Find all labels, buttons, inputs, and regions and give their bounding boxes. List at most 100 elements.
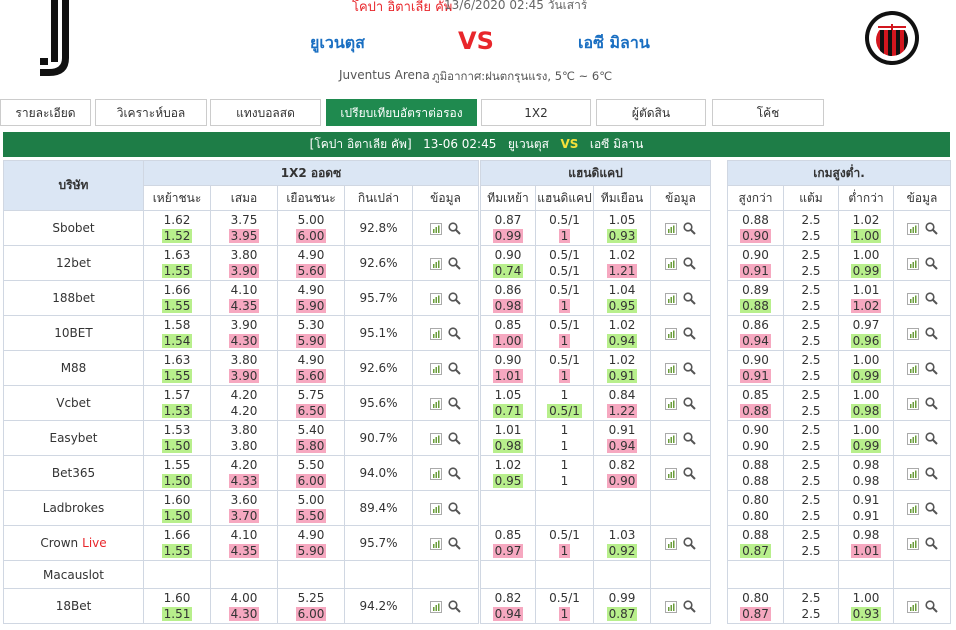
search-icon[interactable] — [683, 362, 696, 375]
search-icon[interactable] — [924, 537, 938, 550]
tab[interactable]: วิเคราะห์บอล — [95, 99, 207, 126]
search-icon[interactable] — [683, 397, 696, 410]
company-name[interactable]: Ladbrokes — [42, 501, 105, 515]
chart-icon[interactable] — [430, 327, 442, 340]
search-icon[interactable] — [448, 537, 461, 550]
live-odds: 0.96 — [850, 334, 882, 348]
chart-icon[interactable] — [665, 292, 677, 305]
search-icon[interactable] — [924, 292, 938, 305]
search-icon[interactable] — [683, 432, 696, 445]
chart-icon[interactable] — [665, 467, 677, 480]
open-odds: 0.98 — [852, 528, 880, 542]
company-name[interactable]: 18Bet — [55, 599, 92, 613]
chart-icon[interactable] — [906, 502, 919, 515]
search-icon[interactable] — [448, 432, 461, 445]
search-icon[interactable] — [683, 600, 696, 613]
search-icon[interactable] — [683, 257, 696, 270]
search-icon[interactable] — [448, 362, 461, 375]
chart-icon[interactable] — [906, 432, 919, 445]
open-odds: 3.80 — [230, 423, 258, 437]
search-icon[interactable] — [448, 467, 461, 480]
search-icon[interactable] — [924, 502, 938, 515]
chart-icon[interactable] — [665, 222, 677, 235]
open-odds: 4.20 — [230, 388, 258, 402]
search-icon[interactable] — [448, 292, 461, 305]
chart-icon[interactable] — [430, 222, 442, 235]
chart-icon[interactable] — [665, 327, 677, 340]
company-name[interactable]: 188bet — [52, 291, 95, 305]
chart-icon[interactable] — [906, 327, 919, 340]
chart-icon[interactable] — [906, 292, 919, 305]
chart-icon[interactable] — [430, 292, 442, 305]
search-icon[interactable] — [683, 292, 696, 305]
search-icon[interactable] — [683, 222, 696, 235]
chart-icon[interactable] — [906, 397, 919, 410]
search-icon[interactable] — [683, 537, 696, 550]
company-name[interactable]: M88 — [60, 361, 87, 375]
company-cell: Easybet — [3, 420, 144, 456]
tab[interactable]: โค้ช — [712, 99, 824, 126]
payout: 92.6% — [344, 245, 413, 281]
search-icon[interactable] — [924, 257, 938, 270]
company-name[interactable]: Vcbet — [56, 396, 91, 410]
live-line: 0.99 — [839, 263, 893, 279]
chart-icon[interactable] — [665, 397, 677, 410]
chart-icon[interactable] — [906, 362, 919, 375]
search-icon[interactable] — [448, 257, 461, 270]
search-icon[interactable] — [924, 327, 938, 340]
live-line: 0.87 — [728, 606, 783, 622]
chart-icon[interactable] — [665, 257, 677, 270]
search-icon[interactable] — [924, 467, 938, 480]
column-header: ข้อมูล — [650, 185, 711, 211]
search-icon[interactable] — [448, 222, 461, 235]
company-name[interactable]: Bet365 — [51, 466, 96, 480]
chart-icon[interactable] — [665, 362, 677, 375]
info-cell — [893, 525, 951, 561]
search-icon[interactable] — [924, 600, 938, 613]
chart-icon[interactable] — [665, 537, 677, 550]
tab[interactable]: เปรียบเทียบอัตราต่อรอง — [326, 99, 477, 126]
search-icon[interactable] — [924, 432, 938, 445]
home-team[interactable]: ยูเวนตุส — [310, 33, 365, 52]
search-icon[interactable] — [448, 327, 461, 340]
search-icon[interactable] — [448, 600, 461, 613]
chart-icon[interactable] — [430, 397, 442, 410]
live-odds: 1 — [558, 607, 571, 621]
search-icon[interactable] — [924, 222, 938, 235]
chart-icon[interactable] — [906, 467, 919, 480]
chart-icon[interactable] — [906, 600, 919, 613]
company-name[interactable]: Easybet — [49, 431, 98, 445]
search-icon[interactable] — [448, 502, 461, 515]
chart-icon[interactable] — [430, 257, 442, 270]
live-odds: 2.5 — [801, 607, 821, 621]
company-name[interactable]: Macauslot — [43, 567, 104, 582]
away-team[interactable]: เอซี มิลาน — [578, 33, 650, 52]
company-name[interactable]: Crown — [40, 536, 79, 550]
chart-icon[interactable] — [430, 537, 442, 550]
chart-icon[interactable] — [906, 222, 919, 235]
tab[interactable]: รายละเอียด — [0, 99, 91, 126]
odds-row: Sbobet 1.62 1.52 3.75 3.95 5.00 6.00 92.8% 0.87 0… — [3, 210, 951, 246]
odds-cell: 0.98 1.01 — [838, 525, 894, 561]
chart-icon[interactable] — [430, 467, 442, 480]
chart-icon[interactable] — [906, 257, 919, 270]
search-icon[interactable] — [683, 467, 696, 480]
tab[interactable]: ผู้ตัดสิน — [596, 99, 706, 126]
search-icon[interactable] — [924, 397, 938, 410]
chart-icon[interactable] — [665, 600, 677, 613]
tab[interactable]: 1X2 — [481, 99, 591, 126]
search-icon[interactable] — [924, 362, 938, 375]
chart-icon[interactable] — [906, 537, 919, 550]
chart-icon[interactable] — [430, 600, 442, 613]
chart-icon[interactable] — [430, 362, 442, 375]
company-name[interactable]: 10BET — [54, 326, 93, 340]
search-icon[interactable] — [683, 327, 696, 340]
company-name[interactable]: 12bet — [56, 256, 91, 270]
search-icon[interactable] — [448, 397, 461, 410]
tab[interactable]: แทงบอลสด — [210, 99, 321, 126]
info-cell — [893, 490, 951, 526]
chart-icon[interactable] — [430, 502, 442, 515]
chart-icon[interactable] — [430, 432, 442, 445]
company-name[interactable]: Sbobet — [52, 221, 95, 235]
chart-icon[interactable] — [665, 432, 677, 445]
